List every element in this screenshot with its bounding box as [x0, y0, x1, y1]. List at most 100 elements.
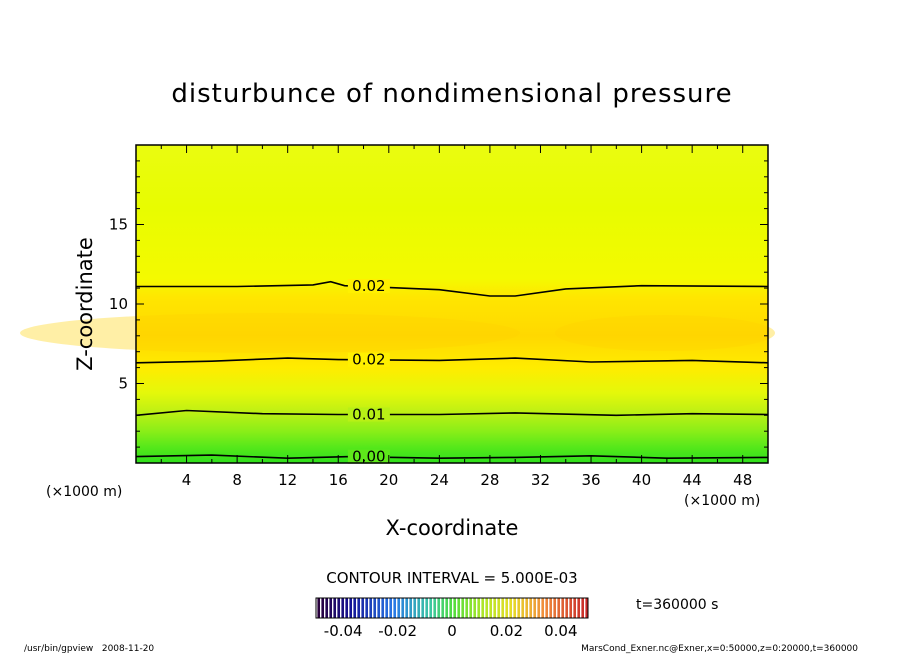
colorbar-stripe	[329, 598, 332, 618]
colorbar-stripe	[381, 598, 384, 618]
field-band-orange	[20, 313, 520, 353]
colorbar-tick-label: 0.02	[490, 622, 523, 640]
contour-label: 0.01	[352, 406, 385, 424]
y-axis: 5 10 15	[109, 160, 768, 448]
contour-label-backing	[347, 352, 390, 367]
y-tick-label: 15	[109, 216, 128, 234]
contour-label: 0.00	[352, 448, 385, 466]
colorbar-stripe	[353, 598, 356, 618]
colorbar-stripe	[409, 598, 412, 618]
colorbar-tick-label: 0	[447, 622, 457, 640]
colorbar-stripe	[369, 598, 372, 618]
footer-left: /usr/bin/gpview 2008-11-20	[24, 644, 154, 654]
colorbar-tick-label: -0.04	[324, 622, 363, 640]
colorbar-stripe	[465, 598, 468, 618]
colorbar-stripes	[317, 598, 588, 618]
time-label: t=360000 s	[636, 597, 718, 613]
colorbar-stripe	[553, 598, 556, 618]
field-background	[136, 145, 768, 463]
contour-label-backing	[347, 278, 390, 293]
colorbar-stripe	[481, 598, 484, 618]
colorbar-stripe	[441, 598, 444, 618]
colorbar-stripe	[541, 598, 544, 618]
footer-right: MarsCond_Exner.nc@Exner,x=0:50000,z=0:20…	[581, 644, 858, 654]
colorbar-stripe	[437, 598, 440, 618]
x-tick-label: 40	[632, 471, 651, 489]
colorbar-stripe	[333, 598, 336, 618]
colorbar-stripe	[421, 598, 424, 618]
colorbar-stripe	[461, 598, 464, 618]
colorbar-stripe	[373, 598, 376, 618]
colorbar-tick-label: 0.04	[544, 622, 577, 640]
x-tick-label: 4	[182, 471, 192, 489]
field-band-orange	[555, 315, 775, 351]
colorbar-stripe	[557, 598, 560, 618]
x-tick-label: 8	[232, 471, 242, 489]
colorbar-stripe	[325, 598, 328, 618]
contour-line	[136, 280, 769, 297]
colorbar-stripe	[477, 598, 480, 618]
contour-label-backing	[347, 407, 390, 422]
colorbar-stripe	[389, 598, 392, 618]
colorbar-stripe	[417, 598, 420, 618]
colorbar-stripe	[337, 598, 340, 618]
contour-label: 0.02	[352, 277, 385, 295]
colorbar-stripe	[429, 598, 432, 618]
colorbar-stripe	[433, 598, 436, 618]
contour-label: 0.02	[352, 351, 385, 369]
colorbar-stripe	[357, 598, 360, 618]
colorbar-stripe	[453, 598, 456, 618]
colorbar-stripe	[569, 598, 572, 618]
x-tick-label: 24	[430, 471, 449, 489]
colorbar-ticks: -0.04 -0.02 0 0.02 0.04	[324, 622, 578, 640]
colorbar-stripe	[565, 598, 568, 618]
x-axis-title: X-coordinate	[386, 516, 519, 540]
colorbar-stripe	[365, 598, 368, 618]
y-tick-label: 10	[109, 295, 128, 313]
colorbar-stripe	[449, 598, 452, 618]
colorbar-stripe	[573, 598, 576, 618]
colorbar-stripe	[397, 598, 400, 618]
colorbar-stripe	[473, 598, 476, 618]
contour-line	[135, 409, 769, 417]
contour-label-backing	[347, 449, 390, 464]
colorbar-stripe	[457, 598, 460, 618]
colorbar-stripe	[377, 598, 380, 618]
x-tick-label: 32	[531, 471, 550, 489]
colorbar-stripe	[317, 598, 320, 618]
colorbar: -0.04 -0.02 0 0.02 0.04	[315, 597, 589, 640]
colorbar-stripe	[425, 598, 428, 618]
colorbar-tick-label: -0.02	[378, 622, 417, 640]
colorbar-stripe	[545, 598, 548, 618]
y-tick-label: 5	[118, 375, 128, 393]
colorbar-stripe	[321, 598, 324, 618]
colorbar-stripe	[533, 598, 536, 618]
x-tick-label: 12	[278, 471, 297, 489]
colorbar-stripe	[445, 598, 448, 618]
x-axis: 4 8 12 16 20 24 28 32 36 40 44 48	[160, 145, 752, 489]
colorbar-stripe	[345, 598, 348, 618]
colorbar-stripe	[505, 598, 508, 618]
chart-title: disturbunce of nondimensional pressure	[171, 79, 732, 109]
colorbar-stripe	[529, 598, 532, 618]
x-tick-label: 36	[581, 471, 600, 489]
x-axis-unit-left: (×1000 m)	[46, 484, 122, 500]
colorbar-stripe	[521, 598, 524, 618]
colorbar-stripe	[537, 598, 540, 618]
colorbar-stripe	[361, 598, 364, 618]
colorbar-stripe	[501, 598, 504, 618]
x-tick-label: 44	[683, 471, 702, 489]
colorbar-stripe	[585, 598, 588, 618]
colorbar-stripe	[525, 598, 528, 618]
x-tick-label: 48	[733, 471, 752, 489]
x-tick-label: 28	[480, 471, 499, 489]
colorbar-stripe	[485, 598, 488, 618]
colorbar-stripe	[405, 598, 408, 618]
contour-labels: 0.00 0.01 0.02 0.02	[347, 277, 390, 466]
plot-area: 0.000.010.020.02 4 8 12 16 20 24 28 32 36 40 44 48 …	[20, 144, 775, 489]
colorbar-stripe	[341, 598, 344, 618]
colorbar-stripe	[549, 598, 552, 618]
contour-interval-label: CONTOUR INTERVAL = 5.000E-03	[326, 569, 577, 587]
colorbar-stripe	[513, 598, 516, 618]
colorbar-stripe	[413, 598, 416, 618]
